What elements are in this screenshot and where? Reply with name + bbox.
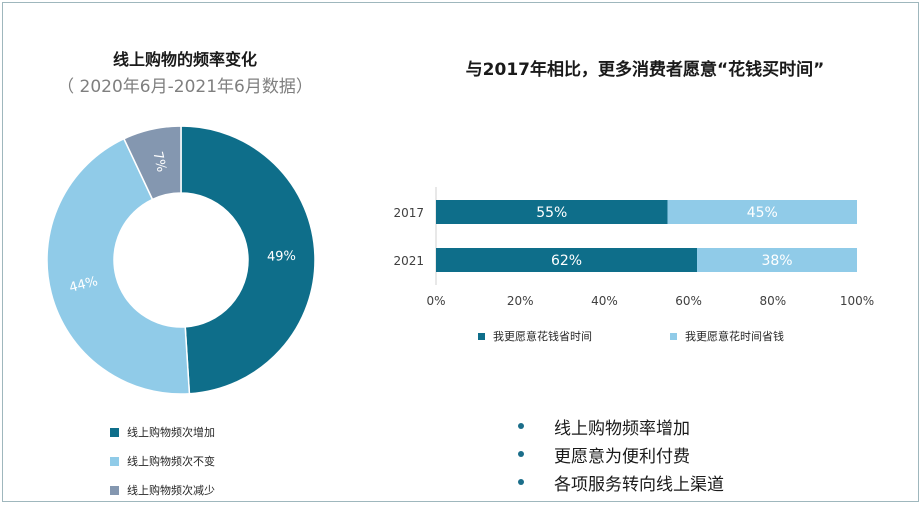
bar-2017-series-1 [667,200,857,224]
x-tick-label-2: 40% [591,294,618,308]
donut-slice-1 [46,137,191,395]
bar-2021-series-0 [436,248,698,272]
chart-frame [2,2,919,502]
bullet-item: 更愿意为便利付费 [518,440,724,468]
bar-value-label-2021-0: 62% [551,253,582,269]
bar-value-label-2017-1: 45% [747,205,778,221]
donut-slice-0 [180,125,316,395]
bar-legend-item-1: 我更愿意花时间省钱 [670,328,784,344]
bullet-dot-icon [518,451,524,457]
x-tick-label-3: 60% [675,294,702,308]
donut-label-0: 49% [267,249,296,265]
legend-swatch-save-time [478,332,485,340]
legend-swatch-decrease [110,485,119,495]
legend-label-decrease: 线上购物频次减少 [127,484,215,497]
x-tick-label-0: 0% [426,294,445,308]
bullet-dot-icon [518,479,524,485]
x-tick-label-1: 20% [507,294,534,308]
legend-swatch-same [110,456,119,466]
x-tick-label-5: 100% [840,294,874,308]
donut-slice-2 [122,125,182,201]
bullet-dot-icon [518,423,524,429]
legend-label-same: 线上购物频次不变 [127,455,215,468]
x-tick-label-4: 80% [759,294,786,308]
legend-swatch-increase [110,427,119,437]
donut-legend-item-0: 线上购物频次增加 [110,424,215,440]
donut-label-2: 7% [150,150,169,173]
legend-label-save-time: 我更愿意花钱省时间 [493,330,592,343]
bar-value-label-2021-1: 38% [761,253,792,269]
donut-title: 线上购物的频率变化 [112,50,257,69]
legend-swatch-save-money [670,332,677,340]
donut-legend-item-1: 线上购物频次不变 [110,453,215,469]
bullet-item: 线上购物频率增加 [518,412,724,440]
bar-legend-item-0: 我更愿意花钱省时间 [478,328,592,344]
y-category-label-1: 2021 [393,254,424,268]
bullet-item: 各项服务转向线上渠道 [518,468,724,496]
bar-value-label-2017-0: 55% [536,205,567,221]
legend-label-save-money: 我更愿意花时间省钱 [685,330,784,343]
bullet-list: 线上购物频率增加 更愿意为便利付费 各项服务转向线上渠道 [518,412,724,496]
legend-label-increase: 线上购物频次增加 [127,426,215,439]
y-category-label-0: 2017 [393,206,424,220]
donut-subtitle: （ 2020年6月-2021年6月数据） [57,77,313,97]
bar-2017-series-0 [436,200,668,224]
donut-legend-item-2: 线上购物频次减少 [110,482,215,498]
donut-label-1: 44% [68,274,100,296]
bar-2021-series-1 [697,248,857,272]
bar-chart-title: 与2017年相比，更多消费者愿意“花钱买时间” [465,60,825,80]
